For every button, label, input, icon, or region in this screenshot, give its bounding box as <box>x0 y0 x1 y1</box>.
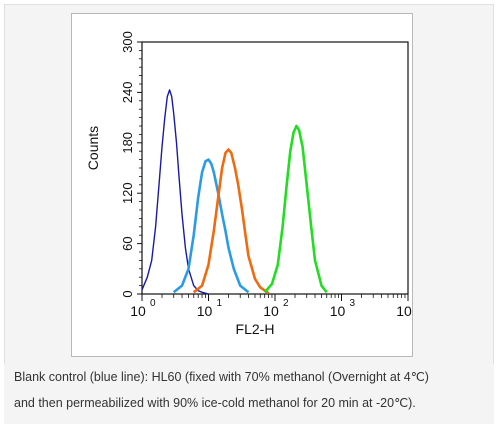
series-line-1 <box>141 89 209 295</box>
y-tick-label: 240 <box>120 82 135 104</box>
series-line-3 <box>192 148 270 295</box>
y-tick-label: 60 <box>120 236 135 250</box>
y-tick-label: 180 <box>120 132 135 154</box>
x-tick-label: 10 <box>263 303 279 319</box>
x-axis-label: FL2-H <box>236 321 275 337</box>
flow-cytometry-histogram: 060120180240300100101102103104FL2-HCount… <box>85 31 422 337</box>
y-axis-label: Counts <box>85 126 101 170</box>
series-line-2 <box>172 158 250 294</box>
caption-line-1: Blank control (blue line): HL60 (fixed w… <box>14 370 429 384</box>
figure-panel: 060120180240300100101102103104FL2-HCount… <box>4 4 494 366</box>
x-tick-exponent: 3 <box>350 298 356 309</box>
y-tick-label: 0 <box>120 290 135 297</box>
series-line-4 <box>263 124 328 294</box>
x-tick-label: 10 <box>130 303 146 319</box>
x-tick-label: 10 <box>330 303 346 319</box>
x-tick-label: 10 <box>197 303 213 319</box>
x-tick-label: 10 <box>396 303 412 319</box>
figure-caption: Blank control (blue line): HL60 (fixed w… <box>4 364 494 424</box>
x-tick-exponent: 2 <box>283 298 289 309</box>
caption-line-2: and then permeabilized with 90% ice-cold… <box>14 396 416 410</box>
plot-frame <box>141 41 409 295</box>
y-tick-label: 300 <box>120 31 135 53</box>
x-tick-exponent: 0 <box>150 298 156 309</box>
chart-box: 060120180240300100101102103104FL2-HCount… <box>71 13 422 357</box>
y-tick-label: 120 <box>120 182 135 204</box>
x-tick-exponent: 1 <box>217 298 223 309</box>
